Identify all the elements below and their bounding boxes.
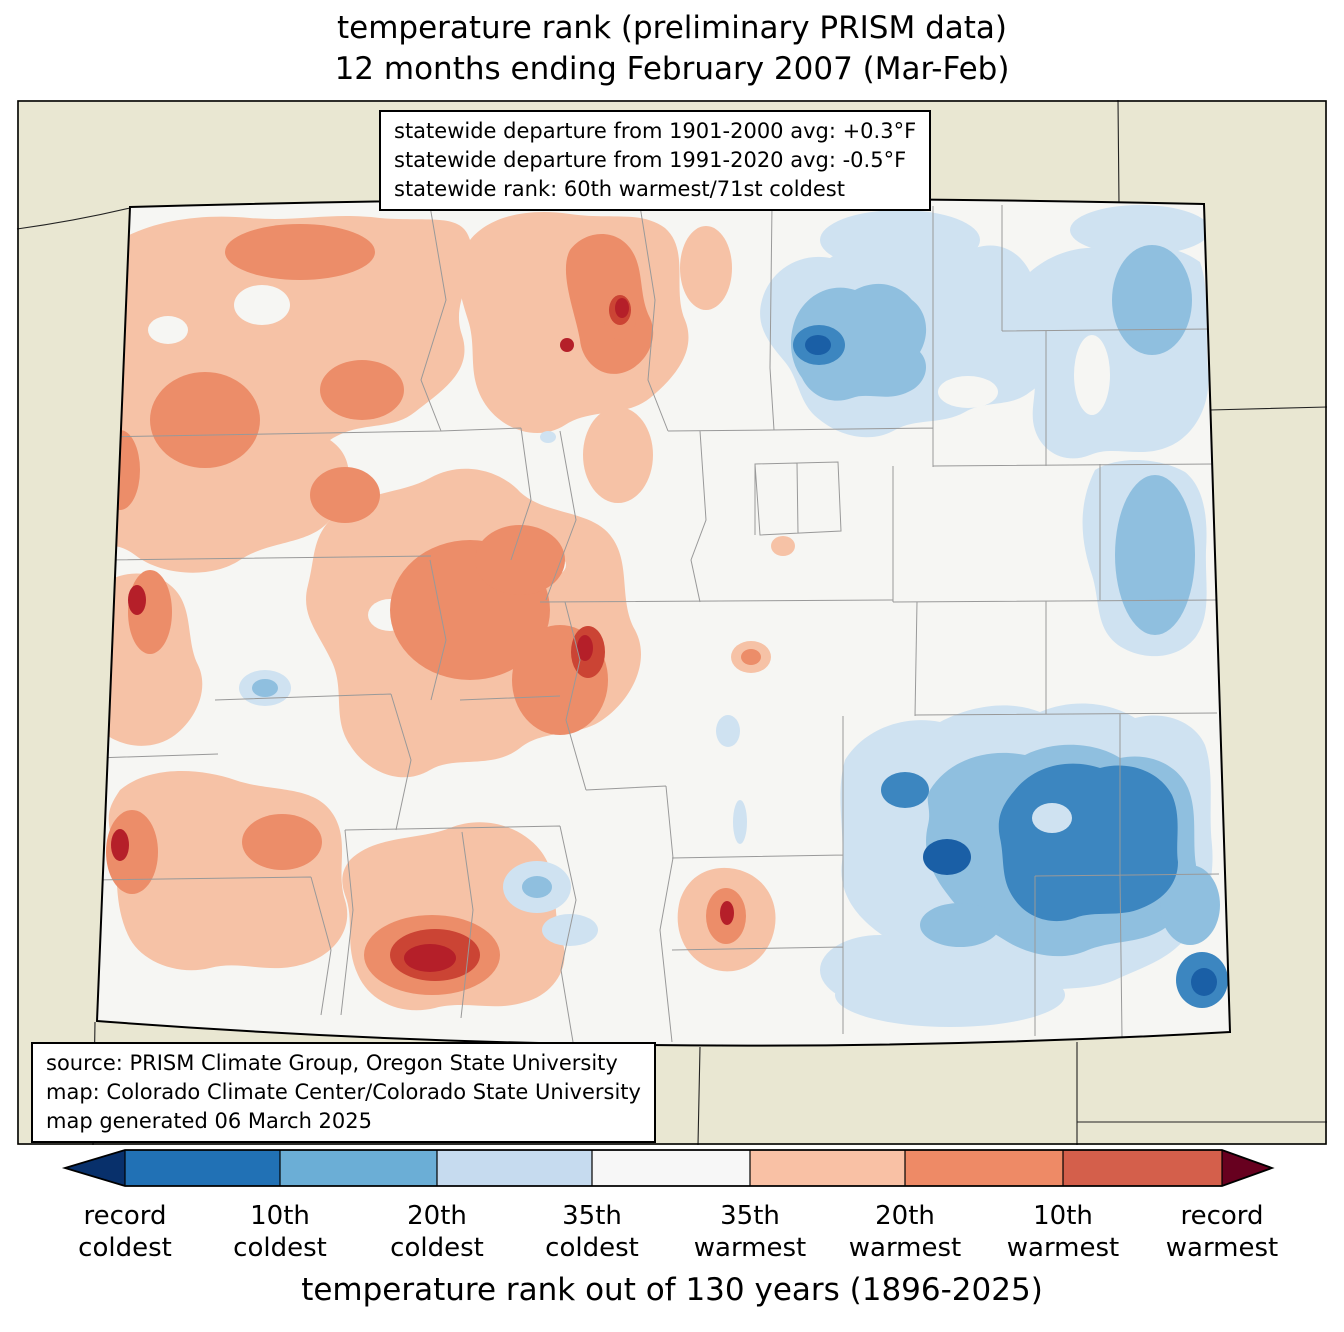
map-credit-line: map: Colorado Climate Center/Colorado St… [46,1079,641,1104]
county-lines-metro [754,461,842,536]
cold-blob [716,715,740,747]
warm-blob [583,407,653,503]
legend-label-35th-warmest: 35th warmest [693,1201,807,1263]
warm-core [475,525,565,595]
stat-departure-1901-2000: statewide departure from 1901-2000 avg: … [394,119,917,143]
record-warm-spot [404,944,456,972]
colorbar-cell-35th-warmest [750,1150,905,1186]
colorbar-arrow-record-warmest [1222,1150,1272,1186]
legend-label-20th-coldest: 20th coldest [390,1201,484,1263]
near-normal-pocket [234,285,290,325]
colorbar-cell-near-normal [592,1150,750,1186]
generated-date-line: map generated 06 March 2025 [46,1108,373,1133]
colorbar-cell-10th-coldest [125,1150,280,1186]
anomaly-regions [97,205,1228,1043]
neighbor-state-lines [16,99,1328,1146]
statewide-stats-box: statewide departure from 1901-2000 avg: … [379,110,932,211]
cold-strong [998,763,1178,922]
stat-departure-1991-2020: statewide departure from 1991-2020 avg: … [394,147,907,172]
cold-blob [540,431,556,443]
county-lines-east [671,205,1220,1039]
legend-label-10th-coldest: 10th coldest [233,1201,327,1263]
legend-label-10th-warmest: 10th warmest [1006,1201,1120,1263]
cold-blob [733,800,747,844]
colorbar-cell-20th-warmest [905,1150,1063,1186]
colorbar-outline [61,1149,1275,1187]
source-line: source: PRISM Climate Group, Oregon Stat… [46,1051,618,1075]
legend-label-35th-coldest: 35th coldest [545,1201,639,1263]
colorbar-cell-35th-coldest [437,1150,592,1186]
colorbar-arrow-record-coldest [65,1150,125,1186]
page-title: temperature rank (preliminary PRISM data… [0,8,1344,90]
warm-core [320,360,404,420]
cold-blob [1070,205,1210,255]
legend-label-20th-warmest: 20th warmest [848,1201,962,1263]
page-title-line1: temperature rank (preliminary PRISM data… [336,10,1007,46]
warm-core [150,372,260,468]
cold-core [522,876,552,898]
legend-caption: temperature rank out of 130 years (1896-… [301,1272,1043,1308]
warm-core [741,649,761,665]
warm-core [242,814,322,870]
warm-blob [97,573,203,746]
near-normal-pocket [1074,335,1110,415]
cold-blob [835,963,1065,1027]
cold-core [1160,865,1220,945]
record-cold-spot [805,335,831,355]
legend-label-record-coldest: record coldest [78,1201,172,1263]
map-frame [17,100,1327,1145]
source-credit-box: source: PRISM Climate Group, Oregon Stat… [31,1042,656,1143]
record-warm-spot [615,298,629,318]
warm-anomaly-regions [97,211,795,1011]
cold-core [252,679,278,697]
cold-strong [881,772,929,808]
cold-core [1112,245,1192,355]
warm-blob [680,226,732,310]
colorbar-cell-10th-warmest [1063,1150,1222,1186]
cold-core [1115,475,1195,635]
colorbar-cell-20th-coldest [280,1150,437,1186]
record-warm-spot [560,338,574,352]
record-cold-spot [923,839,971,875]
warm-core [310,467,380,523]
cold-core [790,283,927,401]
page-title-line2: 12 months ending February 2007 (Mar-Feb) [334,51,1010,87]
record-warm-spot [111,829,129,861]
record-warm-spot [720,901,734,925]
near-normal-pocket [938,376,998,408]
record-warm-spot [128,585,146,615]
cold-pocket [1032,803,1072,833]
colorbar-ticks [124,1150,1223,1186]
stat-rank: statewide rank: 60th warmest/71st coldes… [394,176,845,201]
record-cold-spot [1191,968,1217,996]
county-boundaries [97,205,1220,1043]
warm-blob [771,536,795,556]
cold-core [920,903,1000,947]
near-normal-pocket [148,316,188,344]
county-lines-west [97,205,532,1016]
colorbar [61,1149,1275,1187]
legend-label-record-warmest: record warmest [1165,1201,1279,1263]
county-lines-central [340,205,894,1043]
warm-core [225,224,375,280]
record-warm-spot [577,635,593,661]
